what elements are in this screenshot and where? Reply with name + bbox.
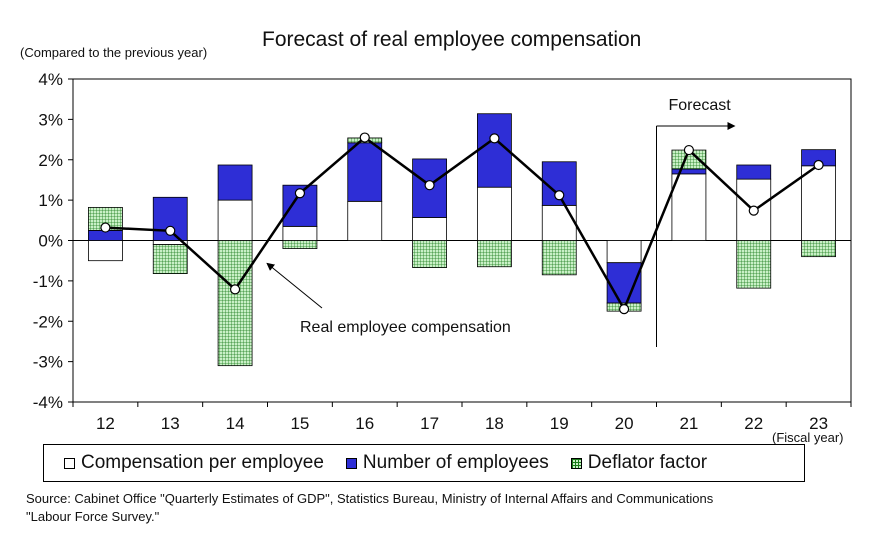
bar-compensation-per-employee	[671, 173, 707, 241]
legend: Compensation per employee Number of empl…	[43, 444, 805, 482]
bar-compensation-per-employee	[412, 217, 447, 241]
legend-label: Number of employees	[362, 452, 549, 473]
bar-number-of-employees	[671, 168, 707, 175]
x-tick-label: 20	[615, 414, 634, 433]
line-point	[683, 144, 695, 156]
x-tick-label: 23	[809, 414, 828, 433]
y-axis-label: (Compared to the previous year)	[20, 45, 208, 60]
bar-deflator-factor	[736, 240, 772, 289]
bar-compensation-per-employee	[282, 225, 318, 241]
y-tick-label: 0%	[38, 232, 63, 251]
line-point	[489, 133, 500, 144]
bar-compensation-per-employee	[347, 200, 383, 241]
bar-number-of-employees	[736, 164, 772, 180]
bar-number-of-employees	[347, 142, 383, 202]
bar-deflator-factor	[477, 240, 512, 268]
legend-swatch-green	[570, 457, 582, 469]
bar-compensation-per-employee	[606, 240, 642, 264]
y-tick-label: 3%	[38, 110, 63, 129]
line-point	[813, 159, 824, 171]
annotation-real-compensation: Real employee compensation	[300, 319, 511, 336]
y-tick-label: 4%	[38, 70, 63, 89]
line-point	[748, 205, 759, 216]
y-tick-label: -2%	[33, 312, 63, 331]
line-point	[424, 180, 435, 191]
legend-swatch-blue	[345, 457, 357, 469]
x-tick-label: 22	[744, 414, 763, 433]
bar-number-of-employees	[217, 164, 253, 201]
x-tick-label: 14	[226, 414, 245, 433]
x-tick-label: 21	[679, 414, 698, 433]
chart-title: Forecast of real employee compensation	[262, 28, 642, 51]
legend-swatch-white	[64, 457, 75, 469]
bar-deflator-factor	[541, 240, 577, 276]
line-real-employee-compensation	[105, 135, 820, 312]
bar-compensation-per-employee	[541, 204, 577, 241]
legend-item-compensation: Compensation per employee	[64, 452, 324, 474]
legend-item-employees: Number of employees	[345, 452, 549, 474]
x-tick-label: 18	[485, 414, 504, 433]
y-tick-label: 2%	[38, 151, 63, 170]
line-point	[618, 304, 630, 315]
x-tick-label: 15	[290, 414, 309, 433]
y-tick-label: -3%	[33, 353, 63, 372]
x-tick-label: 16	[355, 414, 374, 433]
bar-deflator-factor	[282, 240, 318, 249]
bar-compensation-per-employee	[801, 165, 836, 241]
y-tick-label: -4%	[33, 393, 63, 412]
annotation-forecast: Forecast	[669, 97, 732, 114]
bar-compensation-per-employee	[217, 199, 253, 241]
x-tick-label: 13	[161, 414, 180, 433]
line-point	[165, 225, 176, 236]
x-tick-label: 12	[96, 414, 115, 433]
line-point	[359, 132, 370, 143]
bar-deflator-factor	[152, 244, 188, 275]
x-tick-label: 17	[420, 414, 439, 433]
bar-deflator-factor	[217, 240, 253, 367]
line-point	[554, 190, 565, 201]
source-line-1: Source: Cabinet Office "Quarterly Estima…	[26, 491, 714, 506]
line-point	[100, 222, 111, 233]
legend-label: Compensation per employee	[81, 452, 324, 473]
x-tick-label: 19	[550, 414, 569, 433]
bar-deflator-factor	[801, 240, 836, 258]
bar-number-of-employees	[477, 113, 512, 188]
annotation-arrow	[266, 262, 323, 309]
y-tick-label: -1%	[33, 272, 63, 291]
bar-deflator-factor	[412, 240, 447, 268]
y-tick-label: 1%	[38, 191, 63, 210]
legend-label: Deflator factor	[587, 452, 708, 473]
x-axis-unit-label: (Fiscal year)	[772, 430, 844, 445]
line-point	[294, 188, 306, 199]
source-line-2: "Labour Force Survey."	[26, 509, 160, 524]
line-point	[229, 284, 241, 295]
bar-compensation-per-employee	[88, 240, 123, 262]
bar-compensation-per-employee	[477, 186, 512, 241]
legend-item-deflator: Deflator factor	[570, 452, 708, 474]
source-note: Source: Cabinet Office "Quarterly Estima…	[26, 490, 713, 526]
